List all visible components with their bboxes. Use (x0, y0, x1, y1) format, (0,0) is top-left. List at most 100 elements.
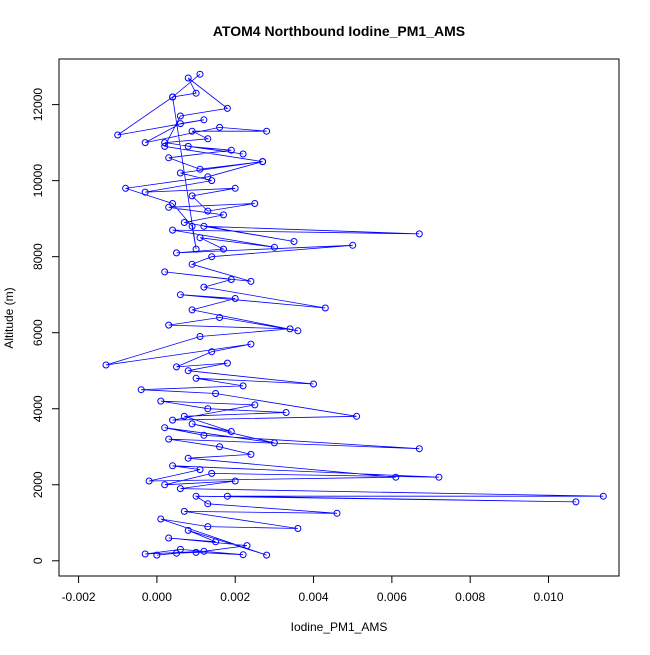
data-point (239, 382, 247, 390)
data-point (196, 165, 204, 173)
data-point (220, 245, 227, 253)
data-point (290, 238, 298, 245)
data-point (137, 386, 145, 394)
data-point (200, 431, 208, 439)
data-point (176, 169, 184, 177)
chart-title: ATOM4 Northbound Iodine_PM1_AMS (213, 23, 465, 39)
data-point (165, 154, 173, 162)
data-point (173, 249, 180, 257)
data-point (227, 428, 235, 435)
data-point (251, 401, 259, 409)
data-point (122, 184, 130, 192)
y-tick-label: 2000 (31, 471, 45, 498)
data-point (216, 443, 224, 451)
y-tick-label: 6000 (31, 319, 45, 346)
data-point (247, 450, 255, 458)
data-point (263, 127, 271, 135)
data-point (223, 359, 231, 367)
data-point (231, 295, 239, 302)
data-point (184, 454, 192, 462)
data-point (243, 542, 251, 550)
data-point (435, 473, 443, 481)
data-point (231, 477, 239, 485)
data-point (192, 492, 200, 500)
y-tick-label: 10000 (31, 164, 45, 198)
data-point (173, 549, 180, 557)
data-point (161, 424, 169, 432)
data-point (239, 551, 247, 559)
data-point (169, 226, 177, 234)
data-point (188, 420, 196, 428)
data-point (161, 139, 169, 147)
data-point (188, 192, 196, 200)
y-tick-label: 4000 (31, 395, 45, 422)
data-point (165, 203, 173, 211)
data-point (200, 116, 208, 124)
data-point (270, 243, 278, 251)
data-point (169, 93, 177, 101)
data-point (204, 405, 212, 413)
data-point (353, 412, 361, 420)
y-axis: 0 2000 4000 6000 8000 10000 12000 (31, 88, 60, 564)
data-point (200, 222, 208, 230)
data-point (282, 409, 290, 416)
data-point (192, 89, 200, 97)
data-point (227, 276, 235, 283)
data-point (176, 112, 184, 120)
data-point (176, 485, 184, 493)
y-tick-label: 12000 (31, 88, 45, 122)
data-point (200, 283, 208, 291)
data-point (321, 304, 329, 312)
x-tick-label: -0.002 (62, 590, 96, 604)
data-point (251, 200, 259, 207)
data-point (184, 142, 192, 150)
data-point (184, 526, 192, 534)
data-point (599, 492, 607, 500)
data-point (349, 241, 357, 249)
data-point (157, 515, 165, 523)
data-point (165, 321, 173, 329)
x-axis: -0.002 0.000 0.002 0.004 0.006 0.008 0.010 (62, 575, 564, 604)
data-point (188, 306, 196, 314)
x-tick-label: 0.004 (299, 590, 329, 604)
data-point (247, 277, 255, 285)
data-point (180, 219, 188, 226)
data-point (176, 545, 184, 553)
data-point (180, 507, 188, 515)
data-point (392, 473, 400, 481)
data-point (270, 439, 278, 447)
data-point (141, 188, 149, 196)
data-point (192, 245, 200, 253)
data-point (192, 374, 200, 382)
data-point (161, 268, 169, 276)
data-point (176, 291, 184, 299)
data-point (212, 538, 220, 546)
data-point (310, 380, 317, 388)
data-point (294, 525, 302, 532)
data-point (227, 146, 235, 154)
data-point (415, 230, 423, 238)
data-point (102, 361, 110, 369)
data-point (173, 363, 180, 371)
data-point (263, 551, 271, 559)
data-point (196, 466, 204, 474)
data-point (208, 469, 216, 477)
data-point (141, 550, 149, 558)
data-point (204, 500, 212, 508)
data-point (180, 412, 188, 420)
data-point (188, 260, 196, 268)
data-point (208, 348, 216, 356)
x-tick-label: 0.006 (377, 590, 407, 604)
data-layer (102, 70, 607, 559)
data-point (208, 253, 216, 261)
data-point (165, 534, 173, 542)
data-point (223, 492, 231, 500)
data-point (231, 184, 239, 192)
x-axis-label: Iodine_PM1_AMS (291, 620, 388, 634)
data-point (169, 416, 177, 424)
data-point (204, 207, 212, 215)
x-tick-label: 0.000 (142, 590, 172, 604)
data-point (153, 551, 161, 559)
